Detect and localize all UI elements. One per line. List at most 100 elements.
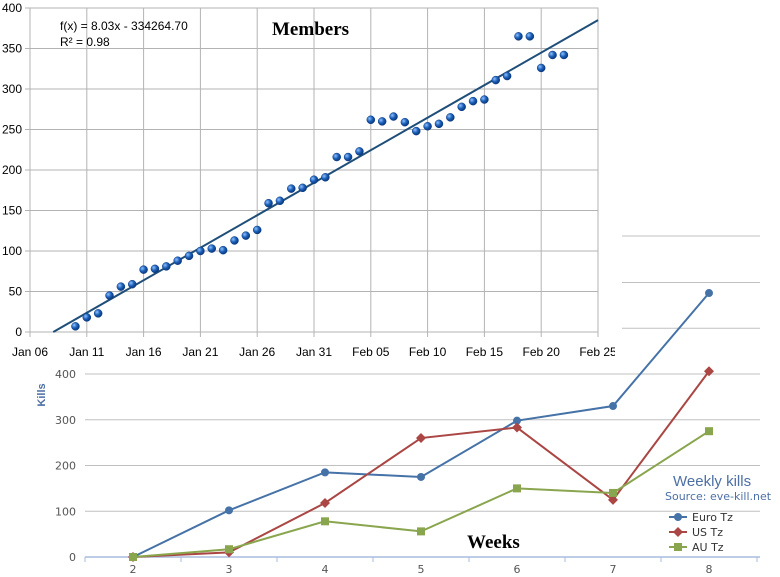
members-point [468, 96, 478, 106]
kills-y-tick-label: 400 [55, 368, 76, 381]
members-point [71, 322, 80, 331]
members-x-tick-label: Jan 21 [182, 345, 218, 359]
members-x-tick-label: Feb 20 [523, 345, 561, 359]
members-point [377, 117, 387, 126]
members-point [559, 50, 569, 60]
members-point [400, 117, 410, 127]
members-point [536, 63, 546, 73]
members-points [71, 32, 569, 331]
members-point [264, 198, 273, 208]
members-y-tick-label: 350 [2, 42, 22, 56]
members-point [252, 225, 262, 235]
members-y-tick-label: 50 [9, 285, 23, 299]
members-point [93, 309, 103, 318]
members-point [389, 112, 398, 121]
legend-swatch-marker-euro-tz [674, 513, 682, 521]
members-point [241, 231, 251, 240]
kills-gridlines [85, 235, 760, 558]
weekly-kills-band-mask [20, 360, 780, 577]
series-marker-us-tz [704, 366, 714, 377]
members-x-tick-label: Jan 11 [69, 345, 104, 359]
members-point [525, 32, 535, 41]
members-x-tick-label: Jan 31 [296, 345, 332, 359]
members-y-tick-label: 400 [2, 1, 22, 15]
members-point [298, 183, 307, 193]
legend-swatch-marker-au-tz [674, 543, 682, 551]
series-marker-euro-tz [225, 506, 233, 515]
members-point [230, 236, 239, 245]
kills-x-tick-label: 6 [514, 563, 521, 576]
kills-y-tick-label: 300 [55, 414, 76, 427]
series-marker-euro-tz [513, 416, 521, 425]
series-marker-us-tz [416, 433, 426, 444]
kills-y-axis: 0 100 200 300 400 [55, 368, 76, 564]
weekly-kills-title: Weekly kills [673, 473, 751, 490]
members-x-tick-label: Feb 05 [352, 345, 390, 359]
legend-label-us-tz: US Tz [692, 526, 723, 539]
members-y-tick-label: 200 [2, 163, 22, 177]
members-y-tick-label: 250 [2, 123, 22, 137]
weeks-axis-label: Weeks [467, 532, 520, 553]
kills-x-tick-label: 2 [130, 563, 137, 576]
weekly-kills-top-mask [615, 232, 780, 364]
series-marker-euro-tz [417, 472, 425, 481]
members-point [480, 95, 489, 104]
kills-axis-label: Kills [36, 383, 48, 406]
members-y-tick-label: 0 [15, 325, 22, 339]
members-point [116, 282, 126, 291]
kills-legend: Euro Tz US Tz AU Tz [669, 511, 733, 554]
kills-y-tick-label: 0 [69, 551, 76, 564]
members-point [343, 152, 353, 162]
series-marker-au-tz [417, 527, 425, 536]
members-point [502, 71, 512, 81]
kills-x-axis: 2 3 4 5 6 7 8 [84, 557, 758, 576]
members-y-tick-label: 300 [2, 82, 22, 96]
kills-series [128, 289, 714, 562]
weekly-kills-chart: 0 100 200 300 400 2 3 4 5 6 7 8 Kills Weeks Weekly… [20, 232, 780, 577]
members-point [82, 313, 92, 322]
members-point [287, 184, 296, 193]
members-point [446, 113, 455, 122]
members-point [434, 119, 444, 129]
trendline-equation: f(x) = 8.03x - 334264.70 [60, 19, 188, 33]
kills-x-tick-label: 5 [418, 563, 425, 576]
members-x-tick-label: Jan 26 [239, 345, 275, 359]
series-marker-euro-tz [609, 402, 617, 411]
kills-x-tick-label: 8 [706, 563, 713, 576]
series-marker-euro-tz [705, 289, 713, 298]
series-marker-au-tz [705, 427, 713, 436]
series-marker-au-tz [513, 484, 521, 493]
members-x-axis: Jan 06 Jan 11 Jan 16 Jan 21 Jan 26 Jan 31 Feb … [12, 345, 617, 359]
members-point [218, 245, 228, 255]
members-point [275, 196, 285, 206]
members-point [355, 147, 364, 156]
legend-swatch-marker-us-tz [673, 527, 683, 537]
series-marker-us-tz [320, 498, 330, 509]
legend-label-au-tz: AU Tz [692, 541, 724, 554]
members-point [127, 279, 137, 289]
series-marker-au-tz [129, 553, 137, 561]
series-marker-au-tz [609, 488, 617, 497]
members-point [491, 75, 501, 85]
members-point [184, 251, 194, 261]
series-marker-au-tz [225, 545, 233, 554]
kills-y-tick-label: 100 [55, 505, 76, 518]
members-point [514, 32, 523, 41]
kills-y-tick-label: 200 [55, 460, 76, 473]
weekly-kills-subtitle: Source: eve-kill.net [665, 490, 772, 503]
members-y-tick-label: 150 [2, 204, 22, 218]
members-x-tick-label: Jan 06 [12, 345, 48, 359]
members-point [423, 122, 432, 131]
members-point [196, 246, 205, 256]
members-point [173, 256, 182, 265]
members-point [150, 264, 160, 274]
members-gridlines [29, 7, 599, 337]
kills-x-tick-label: 4 [322, 563, 329, 576]
members-point [105, 291, 114, 300]
members-point [162, 262, 171, 271]
members-point [321, 173, 330, 182]
members-point [207, 244, 217, 253]
members-point [332, 152, 341, 162]
